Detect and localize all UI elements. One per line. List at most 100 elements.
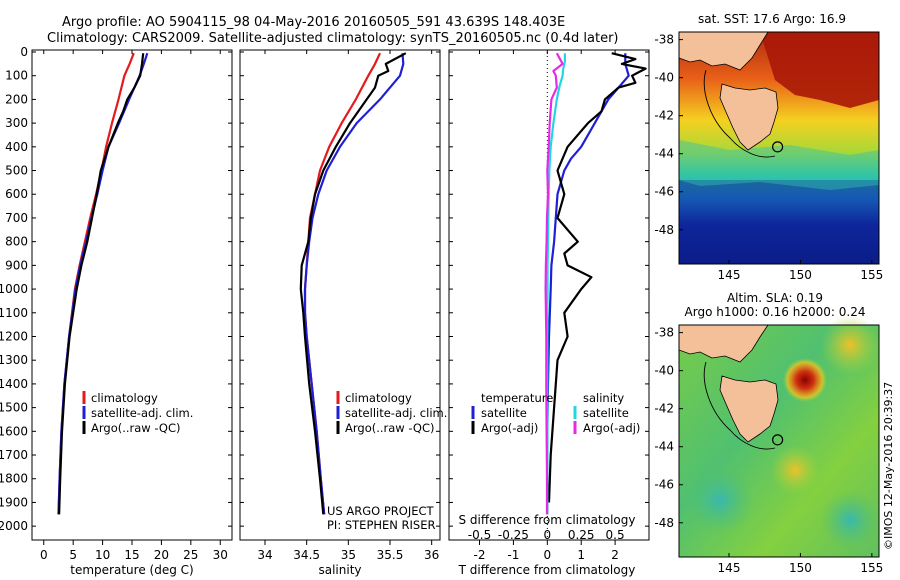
legend-t-argo: Argo(-adj) xyxy=(481,421,538,435)
legend-s-argo: Argo(-adj) xyxy=(583,421,640,435)
map-lat-label: -40 xyxy=(654,364,674,378)
legend-satellite-adj: satellite-adj. clim. xyxy=(91,406,193,420)
x-tick-label: 0 xyxy=(543,548,551,562)
warm-eddy xyxy=(783,358,827,402)
front-patch xyxy=(679,140,879,190)
map-lat-label: -40 xyxy=(654,71,674,85)
mainland-land xyxy=(678,31,769,71)
shelf-contour xyxy=(703,69,776,158)
legend-header-temperature: temperature xyxy=(481,391,553,405)
depth-tick-label: 900 xyxy=(5,258,28,272)
temperature-legend: climatology satellite-adj. clim. Argo(..… xyxy=(82,391,193,435)
map-lat-label: -42 xyxy=(654,402,674,416)
salinity-legend: climatology satellite-adj. clim. Argo(..… xyxy=(336,391,447,435)
sla-low-patch-east xyxy=(820,490,880,550)
x-tick-label: 2 xyxy=(611,548,619,562)
difference-panel-frame xyxy=(448,49,650,541)
series-line-climatology xyxy=(57,52,135,515)
s-tick-label: 0.25 xyxy=(568,528,595,542)
sla-map-axes: 145 150 155 -38 -40 -42 -44 -46 -48 xyxy=(654,326,883,575)
legend-header-salinity: salinity xyxy=(583,391,624,405)
depth-axis: 0 100 200 300 400 500 600 700 800 900 1000 1100 1200… xyxy=(0,45,649,533)
title-line-1: Argo profile: AO 5904115_98 04-May-2016 … xyxy=(62,15,565,30)
depth-tick-label: 1100 xyxy=(0,306,28,320)
legend-satellite-adj: satellite-adj. clim. xyxy=(345,406,447,420)
warm-current-patch xyxy=(760,32,879,108)
sst-map-title: sat. SST: 17.6 Argo: 16.9 xyxy=(698,12,846,26)
float-position-marker xyxy=(772,141,784,153)
x-tick-label: 35 xyxy=(341,548,356,562)
x-tick-label: 1 xyxy=(577,548,585,562)
map-lat-label: -48 xyxy=(654,223,674,237)
cold-water-patch xyxy=(679,180,879,264)
series-line-argo-raw-qc- xyxy=(58,53,145,515)
x-tick-label: 36 xyxy=(424,548,439,562)
difference-legend: temperature salinity satellite Argo(-adj… xyxy=(471,391,640,435)
map-lat-label: -44 xyxy=(654,440,674,454)
depth-tick-label: 1600 xyxy=(0,424,28,438)
depth-tick-label: 1000 xyxy=(0,282,28,296)
series-line-s-argo-adj- xyxy=(544,52,564,515)
title-line-2: Climatology: CARS2009. Satellite-adjuste… xyxy=(47,31,619,46)
map-lon-label: 145 xyxy=(718,268,741,282)
x-tick-label: 25 xyxy=(183,548,198,562)
difference-lines xyxy=(544,52,647,515)
x-tick-label: 20 xyxy=(154,548,169,562)
x-tick-label: -1 xyxy=(507,548,519,562)
salinity-lines xyxy=(299,52,407,515)
map-lat-label: -48 xyxy=(654,516,674,530)
pi-annotation: PI: STEPHEN RISER xyxy=(327,518,436,532)
salinity-xlabel: salinity xyxy=(318,563,361,577)
sst-map-axes: 145 150 155 -38 -40 -42 -44 -46 -48 xyxy=(654,33,883,282)
s-difference-x-axis: -0.5 -0.25 0 0.25 0.5 xyxy=(468,528,625,542)
legend-s-satellite: satellite xyxy=(583,406,629,420)
depth-tick-label: 300 xyxy=(5,116,28,130)
depth-tick-label: 1300 xyxy=(0,353,28,367)
map-lon-label: 150 xyxy=(789,561,812,575)
x-tick-label: 10 xyxy=(95,548,110,562)
depth-tick-label: 1400 xyxy=(0,377,28,391)
map-lat-label: -46 xyxy=(654,478,674,492)
salinity-x-axis: 34 34.5 35 35.5 36 xyxy=(257,50,439,562)
sla-map xyxy=(678,315,880,558)
tasmania-land xyxy=(719,375,779,443)
depth-tick-label: 600 xyxy=(5,187,28,201)
depth-tick-label: 700 xyxy=(5,211,28,225)
legend-climatology: climatology xyxy=(345,391,412,405)
legend-argo: Argo(..raw -QC) xyxy=(345,421,435,435)
sla-low-patch xyxy=(685,465,755,535)
temperature-xlabel: temperature (deg C) xyxy=(70,563,193,577)
depth-tick-label: 1500 xyxy=(0,401,28,415)
sla-high-patch xyxy=(820,315,880,375)
map-lon-label: 145 xyxy=(718,561,741,575)
s-tick-label: -0.25 xyxy=(498,528,529,542)
map-lat-label: -38 xyxy=(654,33,674,47)
depth-tick-label: 400 xyxy=(5,140,28,154)
series-line-satellite-adj-clim- xyxy=(303,53,405,515)
legend-climatology: climatology xyxy=(91,391,158,405)
series-line-satellite-adj-clim- xyxy=(57,52,149,515)
depth-tick-label: 1800 xyxy=(0,472,28,486)
temperature-lines xyxy=(57,52,149,515)
legend-argo: Argo(..raw -QC) xyxy=(91,421,181,435)
depth-tick-label: 2000 xyxy=(0,519,28,533)
depth-tick-label: 500 xyxy=(5,164,28,178)
depth-tick-label: 100 xyxy=(5,69,28,83)
x-tick-label: 35.5 xyxy=(377,548,404,562)
x-tick-label: 5 xyxy=(69,548,77,562)
x-tick-label: 15 xyxy=(124,548,139,562)
tasmania-land xyxy=(719,83,779,151)
map-lat-label: -44 xyxy=(654,147,674,161)
series-line-argo-raw-qc- xyxy=(299,52,407,515)
depth-tick-label: 1700 xyxy=(0,448,28,462)
map-lat-label: -42 xyxy=(654,109,674,123)
s-difference-xlabel: S difference from climatology xyxy=(459,513,636,527)
x-tick-label: 34 xyxy=(257,548,272,562)
depth-tick-label: 800 xyxy=(5,235,28,249)
sla-map-frame xyxy=(678,324,880,558)
project-annotation: US ARGO PROJECT xyxy=(327,504,435,518)
temperature-x-axis: 0 5 10 15 20 25 30 xyxy=(40,50,228,562)
s-tick-label: 0 xyxy=(543,528,551,542)
x-tick-label: 30 xyxy=(213,548,228,562)
